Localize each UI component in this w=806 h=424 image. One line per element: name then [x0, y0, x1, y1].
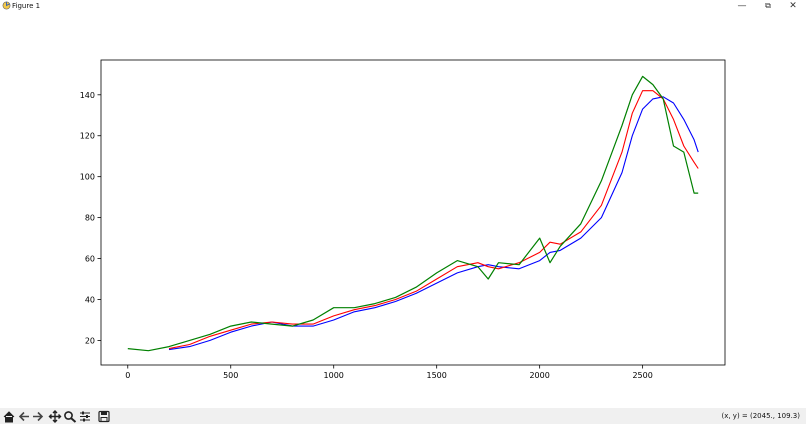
zoom-icon[interactable] [63, 410, 77, 423]
figure-app-icon [2, 1, 11, 10]
maximize-button[interactable]: ⧉ [765, 1, 771, 10]
navigation-toolbar: (x, y) = (2045., 109.3) [0, 408, 806, 424]
close-button[interactable]: ✕ [789, 1, 797, 11]
cursor-coordinate-readout: (x, y) = (2045., 109.3) [721, 412, 800, 420]
home-icon[interactable] [2, 410, 16, 423]
x-tick-label: 2000 [529, 371, 549, 380]
price-series-line [127, 75, 699, 352]
x-tick-label: 500 [223, 371, 238, 380]
x-tick-label: 0 [125, 371, 130, 380]
x-tick-label: 1000 [324, 371, 344, 380]
y-tick-label: 60 [85, 255, 95, 264]
pan-icon[interactable] [48, 410, 62, 423]
y-tick-label: 20 [85, 336, 95, 345]
save-icon[interactable] [97, 410, 111, 423]
line-chart[interactable]: 0 500 1000 1500 2000 2500 20 40 60 80 100 120 140 [0, 12, 806, 408]
forward-arrow-icon[interactable] [31, 410, 45, 423]
configure-subplots-icon[interactable] [78, 410, 92, 423]
y-tick-label: 100 [80, 173, 95, 182]
long-moving-average-line [168, 96, 699, 351]
y-tick-label: 140 [80, 91, 95, 100]
window-titlebar: Figure 1 — ⧉ ✕ [0, 0, 806, 12]
figure-canvas[interactable]: 0 500 1000 1500 2000 2500 20 40 60 80 100 120 140 [0, 12, 806, 408]
back-arrow-icon[interactable] [17, 410, 31, 423]
window-title: Figure 1 [12, 2, 41, 10]
y-tick-label: 80 [85, 214, 95, 223]
x-tick-label: 2500 [632, 371, 652, 380]
short-moving-average-line [168, 90, 699, 350]
y-tick-label: 120 [80, 132, 95, 141]
x-tick-label: 1500 [427, 371, 447, 380]
y-tick-label: 40 [85, 295, 95, 304]
minimize-button[interactable]: — [737, 1, 747, 11]
axes-frame [100, 59, 726, 366]
